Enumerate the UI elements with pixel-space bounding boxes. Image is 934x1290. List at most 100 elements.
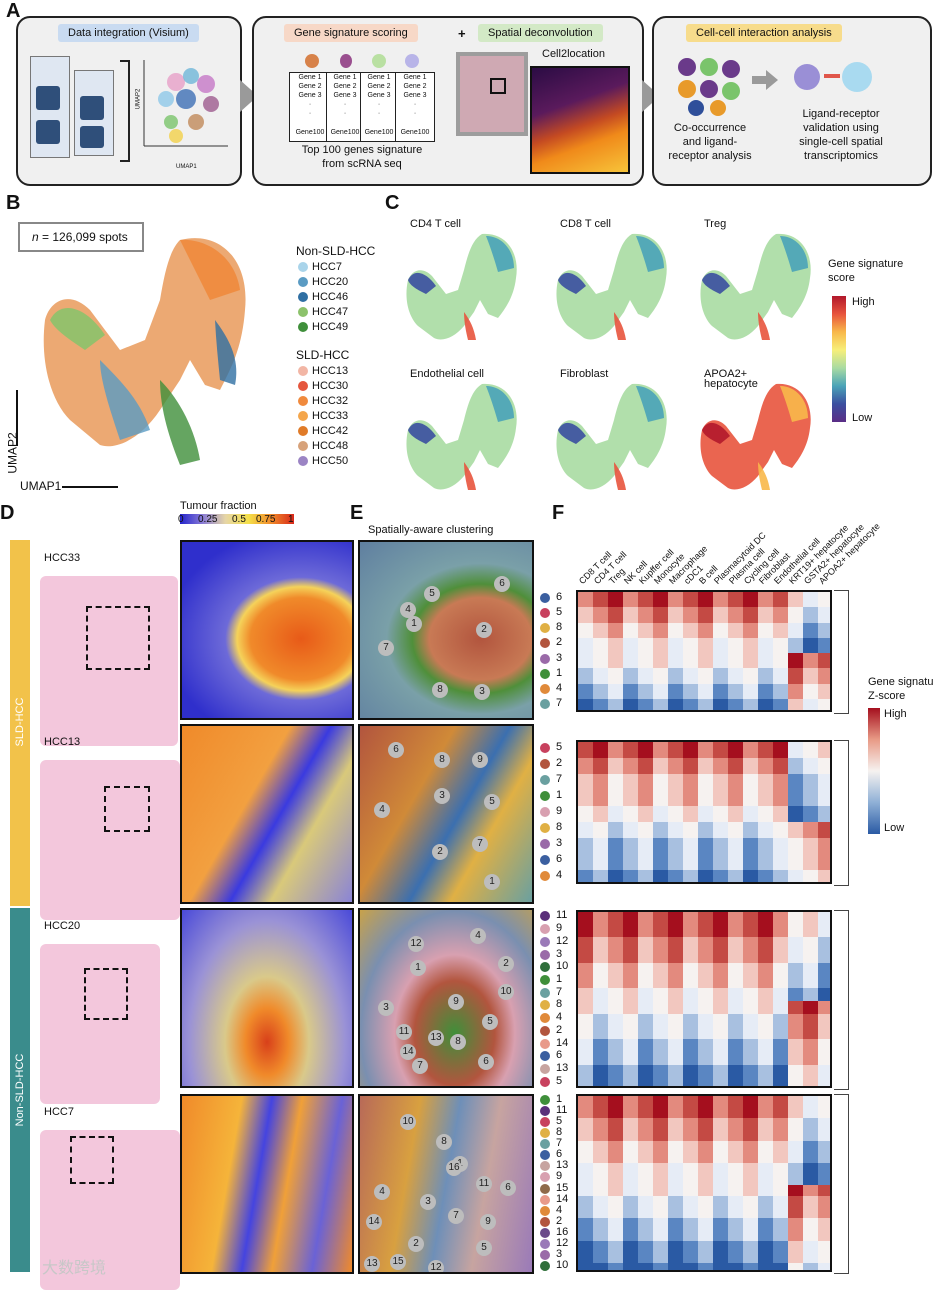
heatmap-cell xyxy=(638,1196,653,1208)
heatmap-cell xyxy=(593,1240,608,1253)
legend-item: HCC30 xyxy=(298,380,348,392)
heatmap-cell xyxy=(728,698,743,710)
heatmap-cell xyxy=(668,592,683,608)
heatmap-cell xyxy=(698,1107,713,1119)
legend-item: HCC13 xyxy=(298,365,348,377)
heatmap-cell xyxy=(593,742,608,759)
heatmap-cell xyxy=(818,1129,830,1141)
heatmap-cell xyxy=(788,698,803,710)
watermark-text: 大数跨境 xyxy=(42,1260,107,1277)
heatmap-cell xyxy=(623,774,638,791)
heatmap-cell xyxy=(638,1096,653,1108)
heatmap-cell xyxy=(683,1173,698,1186)
cooc-label-2: and ligand- xyxy=(682,136,738,148)
heatmap-cell xyxy=(683,1077,698,1086)
heatmap-cell xyxy=(728,806,743,823)
heatmap-cell xyxy=(698,668,713,684)
heatmap-cell xyxy=(593,592,608,608)
heatmap-row-label: 3 xyxy=(556,651,563,664)
heatmap-cell xyxy=(713,822,728,839)
row-cluster-dot-icon xyxy=(540,699,550,710)
row-cluster-dot-icon xyxy=(540,1216,550,1227)
tf-tick: 0.25 xyxy=(198,514,218,525)
heatmap-cell xyxy=(788,975,803,989)
heatmap-cell xyxy=(698,683,713,700)
heatmap-cell xyxy=(683,1064,698,1078)
heatmap-cell xyxy=(653,924,668,938)
heatmap-cell xyxy=(743,668,758,684)
heatmap-cell xyxy=(773,607,788,623)
tissue-spot-icon xyxy=(80,96,104,120)
cluster-badge: 2 xyxy=(476,622,492,638)
heatmap-cell xyxy=(818,668,830,684)
heatmap-cell xyxy=(818,698,830,710)
heatmap-cell xyxy=(773,742,788,759)
heatmap-cell xyxy=(743,912,758,926)
heatmap-cell xyxy=(803,1129,818,1141)
heatmap-cell xyxy=(638,1185,653,1197)
heatmap-cell xyxy=(743,683,758,700)
row-cluster-dot-icon xyxy=(540,987,550,998)
cluster-badge: 7 xyxy=(378,640,394,656)
heatmap-cell xyxy=(773,988,788,1002)
row-cluster-dot-icon xyxy=(540,743,550,753)
umap1-axis-line xyxy=(62,486,118,488)
heatmap-cell xyxy=(608,912,623,926)
heatmap-cell xyxy=(698,1039,713,1053)
heatmap-cell xyxy=(788,1013,803,1027)
heatmap-cell xyxy=(653,854,668,871)
heatmap-cell xyxy=(788,1051,803,1066)
heatmap-cell xyxy=(608,988,623,1002)
heatmap-cell xyxy=(788,607,803,623)
heatmap-cell xyxy=(653,1013,668,1027)
row-cluster-dot-icon xyxy=(540,638,550,649)
heatmap-cell xyxy=(713,1140,728,1153)
heatmap-cell xyxy=(758,622,773,639)
heatmap-cell xyxy=(623,622,638,639)
heatmap-cell xyxy=(683,1107,698,1119)
tumour-fraction-map xyxy=(180,540,354,720)
heatmap-cell xyxy=(593,950,608,964)
heatmap-cell xyxy=(713,1162,728,1175)
heatmap-cell xyxy=(578,1151,593,1164)
heatmap-cell xyxy=(758,822,773,839)
heatmap-cell xyxy=(803,1013,818,1027)
heatmap-cell xyxy=(803,1096,818,1108)
heatmap-cell xyxy=(713,1196,728,1208)
cluster-map: 10811611643714925151312 xyxy=(358,1094,534,1274)
heatmap-cell xyxy=(608,1240,623,1253)
heatmap-cell xyxy=(638,790,653,807)
heatmap-cell xyxy=(593,975,608,989)
heatmap-cell xyxy=(728,1207,743,1219)
heatmap-cell xyxy=(683,806,698,823)
heatmap-cell xyxy=(668,758,683,775)
heatmap-row-label: 2 xyxy=(556,1214,563,1227)
heatmap-cell xyxy=(743,988,758,1002)
heatmap-cell xyxy=(773,1173,788,1186)
heatmap-cell xyxy=(803,838,818,855)
gene-table-1: Gene 1 Gene 2 Gene 3 · · Gene100 xyxy=(289,72,331,142)
heatmap-cell xyxy=(743,1173,758,1186)
heatmap-cell xyxy=(773,1140,788,1153)
bracket-icon xyxy=(120,60,130,162)
heatmap-cell xyxy=(653,962,668,977)
arrow-head-icon xyxy=(766,70,778,90)
heatmap-cell xyxy=(803,1051,818,1066)
heatmap-cell xyxy=(608,1218,623,1230)
heatmap-row-label: 12 xyxy=(556,934,569,947)
sample-label: HCC33 xyxy=(44,552,81,564)
heatmap-cell xyxy=(773,1096,788,1108)
heatmap-cell xyxy=(623,790,638,807)
heatmap-cell xyxy=(593,1051,608,1066)
heatmap-cell xyxy=(623,870,638,882)
heatmap-cell xyxy=(758,683,773,700)
heatmap-cell xyxy=(608,1064,623,1078)
cluster-badge: 5 xyxy=(476,1240,492,1256)
heatmap-cell xyxy=(653,1129,668,1141)
heatmap-cell xyxy=(788,924,803,938)
heatmap-cell xyxy=(743,838,758,855)
row-cluster-dot-icon xyxy=(540,962,550,973)
heatmap-cell xyxy=(608,962,623,977)
heatmap-cell xyxy=(593,912,608,926)
heatmap-cell xyxy=(728,1096,743,1108)
